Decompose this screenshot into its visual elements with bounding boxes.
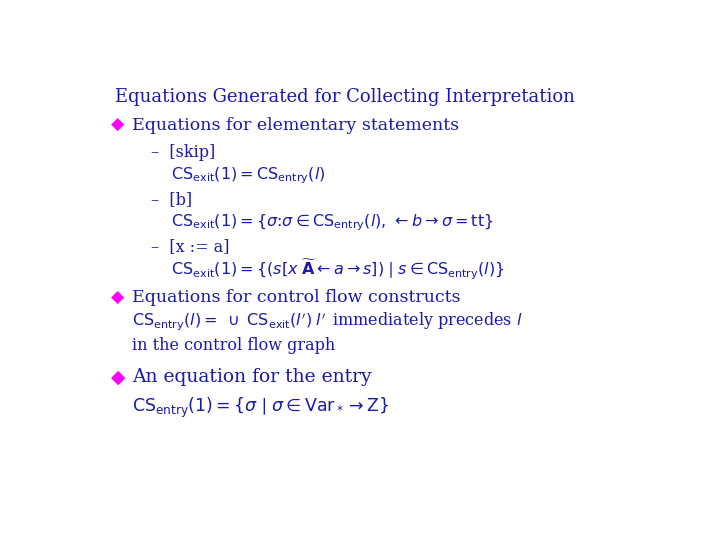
Text: $\mathrm{CS}_{\mathrm{entry}}(\mathit{l}) = \;\cup\; \mathrm{CS}_{\mathrm{exit}}: $\mathrm{CS}_{\mathrm{entry}}(\mathit{l}… xyxy=(132,310,523,332)
Text: ◆: ◆ xyxy=(111,116,125,134)
Text: Equations for elementary statements: Equations for elementary statements xyxy=(132,117,459,133)
Text: $\mathrm{CS}_{\mathrm{exit}}(1) = \{(\mathit{s}[x\;\widetilde{\mathbf{A}}{\lefta: $\mathrm{CS}_{\mathrm{exit}}(1) = \{(\ma… xyxy=(171,258,505,282)
Text: An equation for the entry: An equation for the entry xyxy=(132,368,372,387)
Text: ◆: ◆ xyxy=(111,368,125,387)
Text: Equations for control flow constructs: Equations for control flow constructs xyxy=(132,289,460,306)
Text: –  [skip]: – [skip] xyxy=(151,144,215,160)
Text: ◆: ◆ xyxy=(111,289,125,307)
Text: in the control flow graph: in the control flow graph xyxy=(132,336,335,354)
Text: $\mathrm{CS}_{\mathrm{exit}}(1) = \{\sigma\colon \sigma \in\mathrm{CS}_{\mathrm{: $\mathrm{CS}_{\mathrm{exit}}(1) = \{\sig… xyxy=(171,213,493,233)
Text: –  [x := a]: – [x := a] xyxy=(151,238,230,255)
Text: –  [b]: – [b] xyxy=(151,191,192,208)
Text: Equations Generated for Collecting Interpretation: Equations Generated for Collecting Inter… xyxy=(115,87,575,106)
Text: $\mathrm{CS}_{\mathrm{exit}}(1) = \mathrm{CS}_{\mathrm{entry}}(\mathit{l})$: $\mathrm{CS}_{\mathrm{exit}}(1) = \mathr… xyxy=(171,166,325,186)
Text: $\mathrm{CS}_{\mathrm{entry}}(1) = \{\sigma \mid \sigma \in \mathrm{Var}_* {\rig: $\mathrm{CS}_{\mathrm{entry}}(1) = \{\si… xyxy=(132,396,390,420)
